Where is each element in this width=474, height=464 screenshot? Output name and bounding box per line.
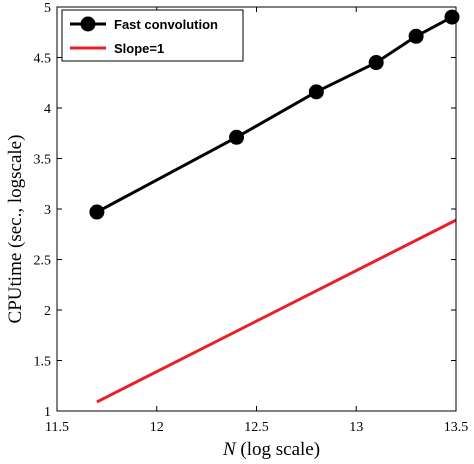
legend-label-fast-convolution: Fast convolution xyxy=(114,17,218,32)
y-tick-label: 1.5 xyxy=(34,355,52,370)
x-tick-label: 13.5 xyxy=(444,420,469,435)
x-tick-label: 13 xyxy=(349,420,363,435)
data-point xyxy=(308,84,324,100)
y-tick-label: 1 xyxy=(44,405,51,420)
x-tick-label: 11.5 xyxy=(45,420,69,435)
x-axis-label-variable: N xyxy=(222,439,237,460)
y-tick-label: 4 xyxy=(44,102,51,117)
data-point xyxy=(408,28,424,44)
x-tick-label: 12 xyxy=(150,420,164,435)
plot-frame xyxy=(56,6,457,412)
legend-label-slope: Slope=1 xyxy=(114,41,164,56)
legend: Fast convolution Slope=1 xyxy=(61,9,244,62)
y-axis-label: CPUtime (sec., logscale) xyxy=(5,135,26,324)
y-tick-label: 3.5 xyxy=(34,153,52,168)
x-tick-label: 12.5 xyxy=(244,420,269,435)
series-line-slope-1 xyxy=(96,218,457,404)
series-layer xyxy=(89,9,460,404)
data-point xyxy=(368,55,384,71)
ticks-layer: 11.5 12 12.5 13 13.511.522.533.544.55 xyxy=(34,1,469,435)
data-point xyxy=(89,204,105,220)
x-axis-label: N (log scale) xyxy=(222,439,320,460)
data-point xyxy=(444,9,460,25)
y-tick-label: 5 xyxy=(44,1,51,16)
y-tick-label: 2.5 xyxy=(34,254,52,269)
data-point xyxy=(229,129,245,145)
x-axis-label-rest: (log scale) xyxy=(240,439,320,460)
y-tick-label: 3 xyxy=(44,203,51,218)
y-tick-label: 2 xyxy=(44,304,51,319)
y-tick-label: 4.5 xyxy=(34,52,52,67)
legend-marker-fast-convolution xyxy=(80,16,96,32)
